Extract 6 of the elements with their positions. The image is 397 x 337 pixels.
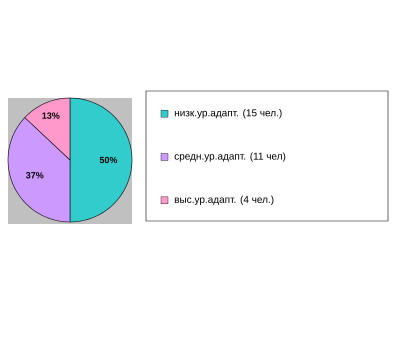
legend-label: низк.ур.адапт. (15 чел.)	[174, 109, 282, 118]
data-label: 37%	[26, 172, 44, 178]
data-label: 50%	[100, 156, 118, 164]
data-label: 13%	[42, 112, 60, 119]
legend-label: средн.ур.адапт. (11 чел)	[174, 152, 286, 162]
legend-label: выс.ур.адапт. (4 чел.)	[174, 196, 274, 205]
